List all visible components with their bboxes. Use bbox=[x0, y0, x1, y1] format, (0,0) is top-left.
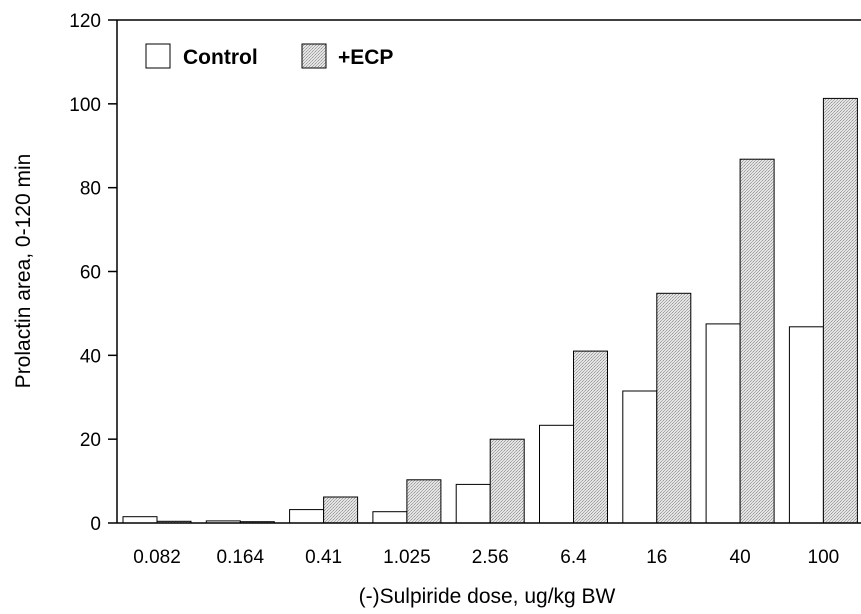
legend-label-control: Control bbox=[183, 46, 258, 69]
x-tick-label-0.164: 0.164 bbox=[217, 547, 265, 568]
legend-swatch-control bbox=[145, 43, 171, 69]
x-tick-label-0.082: 0.082 bbox=[133, 547, 181, 568]
x-axis-tick-labels: 0.082 0.164 0.41 1.025 2.56 6.4 16 40 100 bbox=[133, 547, 839, 568]
x-tick-label-40: 40 bbox=[730, 547, 751, 568]
bar-control-16 bbox=[622, 390, 658, 524]
y-axis-title: Prolactin area, 0-120 min bbox=[12, 154, 35, 389]
bar-ecp-16 bbox=[656, 292, 692, 524]
y-tick-label-40: 40 bbox=[80, 346, 101, 367]
y-tick-label-100: 100 bbox=[69, 95, 101, 116]
y-axis-ticks: 0 20 40 60 80 100 120 bbox=[69, 11, 117, 535]
bars-group bbox=[122, 97, 858, 524]
bar-ecp-2.56 bbox=[489, 438, 525, 524]
y-tick-label-20: 20 bbox=[80, 430, 101, 451]
bar-control-1.025 bbox=[372, 511, 408, 524]
y-tick-label-120: 120 bbox=[69, 11, 101, 32]
x-tick-label-0.41: 0.41 bbox=[305, 547, 342, 568]
bar-ecp-1.025 bbox=[406, 479, 442, 524]
bar-control-6.4 bbox=[539, 424, 574, 524]
legend-swatch-ecp bbox=[301, 43, 327, 69]
x-tick-label-6.4: 6.4 bbox=[560, 547, 587, 568]
y-tick-label-60: 60 bbox=[80, 263, 101, 284]
x-tick-label-2.56: 2.56 bbox=[472, 547, 509, 568]
y-tick-label-80: 80 bbox=[80, 179, 101, 200]
bar-ecp-40 bbox=[739, 158, 775, 524]
bar-ecp-6.4 bbox=[573, 350, 608, 524]
x-axis-title: (-)Sulpiride dose, ug/kg BW bbox=[359, 585, 616, 608]
x-tick-label-1.025: 1.025 bbox=[383, 547, 431, 568]
x-tick-label-16: 16 bbox=[646, 547, 667, 568]
x-tick-label-100: 100 bbox=[808, 547, 840, 568]
y-tick-label-0: 0 bbox=[90, 514, 101, 535]
bar-control-100 bbox=[788, 326, 824, 524]
bar-ecp-100 bbox=[822, 97, 858, 524]
legend-label-ecp: +ECP bbox=[338, 46, 393, 69]
legend: Control +ECP bbox=[145, 43, 393, 69]
bar-ecp-0.41 bbox=[323, 496, 359, 524]
bar-control-0.41 bbox=[289, 509, 325, 524]
bar-control-2.56 bbox=[455, 483, 491, 524]
bar-control-40 bbox=[705, 323, 741, 524]
bar-control-0.082 bbox=[122, 516, 158, 524]
